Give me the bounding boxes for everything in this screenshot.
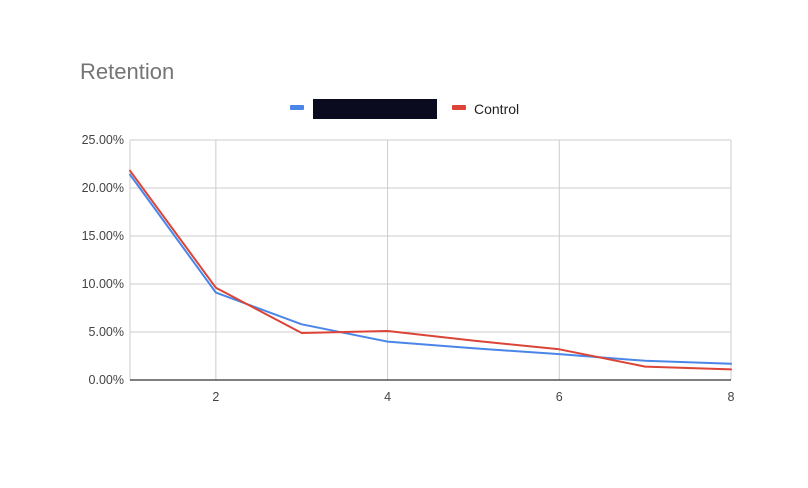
x-tick-label: 4	[384, 390, 391, 404]
legend: Control	[290, 99, 519, 119]
series-line-series-1	[129, 173, 732, 365]
y-tick-label: 0.00%	[89, 373, 124, 387]
legend-item-series-1[interactable]	[290, 99, 437, 119]
legend-swatch-control	[452, 105, 466, 110]
x-tick-label: 6	[556, 390, 563, 404]
gridlines	[129, 139, 732, 380]
legend-label-control: Control	[474, 101, 519, 117]
chart-title: Retention	[80, 59, 174, 84]
x-tick-label: 8	[728, 390, 735, 404]
y-tick-label: 5.00%	[89, 325, 124, 339]
legend-item-control[interactable]: Control	[452, 101, 519, 117]
series-line-control	[129, 169, 732, 371]
legend-label-redaction	[313, 99, 437, 119]
plot-series	[129, 169, 732, 371]
y-tick-label: 20.00%	[82, 181, 124, 195]
x-tick-label: 2	[212, 390, 219, 404]
y-tick-label: 10.00%	[82, 277, 124, 291]
y-tick-label: 15.00%	[82, 229, 124, 243]
y-axis: 0.00% 5.00% 10.00% 15.00% 20.00% 25.00%	[82, 133, 124, 387]
x-axis: 2 4 6 8	[130, 379, 735, 404]
y-tick-label: 25.00%	[82, 133, 124, 147]
legend-swatch-series-1	[290, 105, 304, 110]
